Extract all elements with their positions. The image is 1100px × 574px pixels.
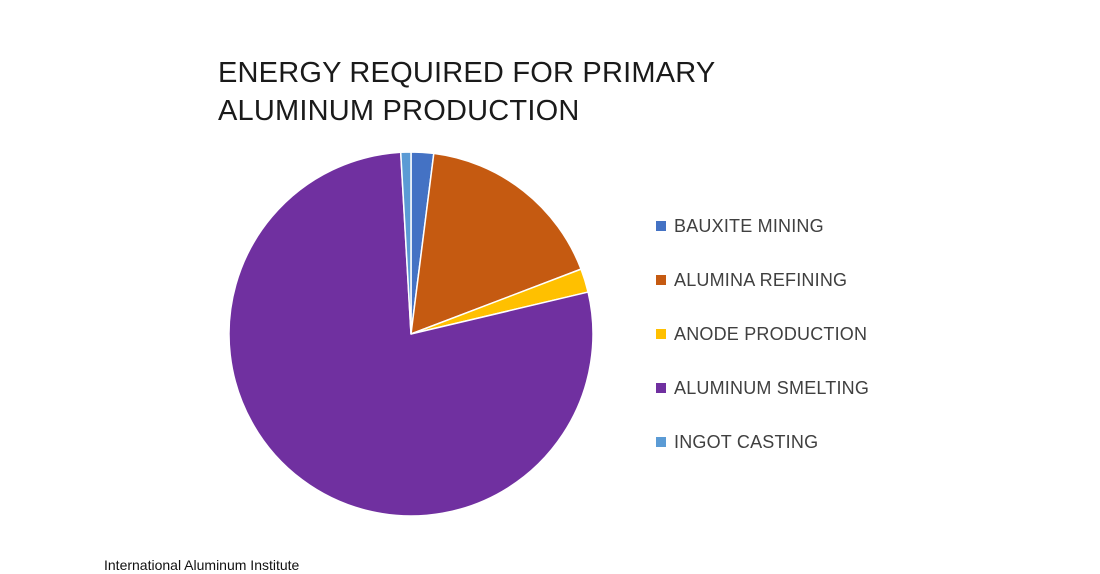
chart-title-line-2: ALUMINUM PRODUCTION [218,95,580,127]
pie-slices [228,151,594,517]
legend-swatch [656,383,666,393]
source-credit: International Aluminum Institute [104,557,300,573]
legend-item-bauxite-mining: BAUXITE MINING [656,212,869,240]
legend-label: ALUMINUM SMELTING [674,377,870,398]
chart-legend: BAUXITE MINING ALUMINA REFINING ANODE PR… [656,212,869,482]
legend-swatch [656,437,666,447]
legend-item-anode-production: ANODE PRODUCTION [656,320,869,348]
legend-swatch [656,221,666,231]
legend-item-ingot-casting: INGOT CASTING [656,428,869,456]
chart-title-line-1: ENERGY REQUIRED FOR PRIMARY [218,57,716,89]
legend-item-aluminum-smelting: ALUMINUM SMELTING [656,374,869,402]
legend-label: BAUXITE MINING [674,215,824,236]
legend-label: ALUMINA REFINING [674,269,848,290]
legend-item-alumina-refining: ALUMINA REFINING [656,266,869,294]
pie-slice-alumina-refining [410,152,582,335]
legend-swatch [656,275,666,285]
chart-title: ENERGY REQUIRED FOR PRIMARY ALUMINUM PRO… [218,54,738,130]
legend-label: ANODE PRODUCTION [674,323,868,344]
legend-label: INGOT CASTING [674,431,819,452]
legend-swatch [656,329,666,339]
pie-slice-ingot-casting [399,151,412,335]
